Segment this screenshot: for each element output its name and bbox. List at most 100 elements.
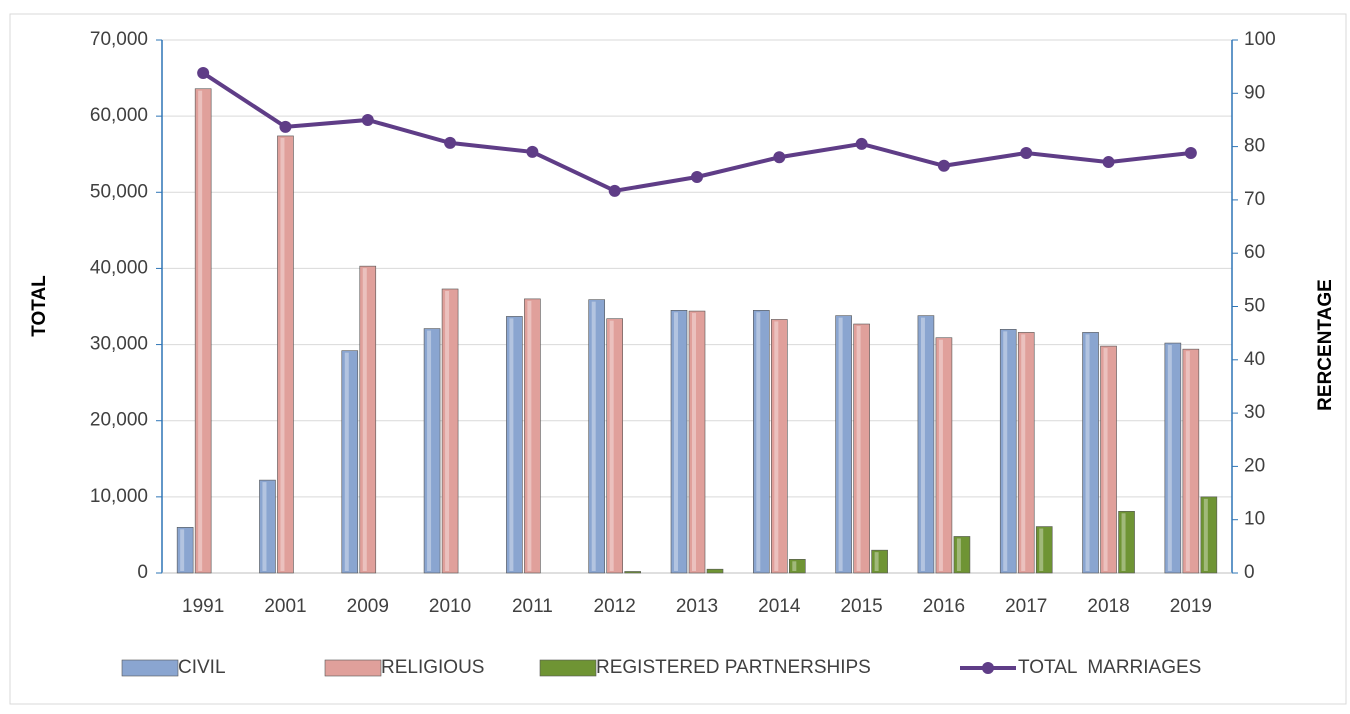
bar-highlight: [262, 482, 267, 571]
x-tick-label: 2011: [512, 596, 553, 617]
legend-swatch: [539, 659, 597, 677]
legend-marker: [982, 662, 994, 674]
line-marker: [1184, 146, 1197, 159]
y2-tick-label: 30: [1244, 402, 1265, 423]
x-tick-label: 2014: [758, 596, 801, 617]
line-marker: [1102, 156, 1115, 169]
bar: [853, 323, 870, 574]
bar-highlight: [1003, 331, 1008, 571]
bar: [524, 298, 541, 574]
y-tick-label: 20,000: [90, 410, 148, 431]
bar: [771, 319, 788, 574]
x-tick-label: 2001: [264, 596, 306, 617]
bar-highlight: [792, 561, 797, 571]
y2-tick-label: 70: [1244, 189, 1265, 210]
chart-frame: [9, 13, 1347, 705]
y2-axis-title: RERCENTAGE: [1315, 279, 1336, 411]
y2-tick-label: 60: [1244, 242, 1265, 263]
bar-highlight: [674, 312, 678, 571]
bar-highlight: [1021, 334, 1026, 571]
x-tick-label: 2012: [594, 596, 636, 617]
legend-label: REGISTERED PARTNERSHIPS: [596, 657, 871, 678]
line-marker: [197, 67, 210, 80]
x-tick-label: 2017: [1005, 596, 1047, 617]
bar: [588, 299, 605, 574]
bar-highlight: [856, 326, 861, 571]
bar-highlight: [1203, 498, 1208, 571]
bar-highlight: [1103, 348, 1108, 571]
y2-tick-label: 100: [1244, 29, 1276, 50]
bar: [1200, 496, 1218, 574]
bar-highlight: [920, 317, 925, 571]
bar: [624, 571, 641, 574]
bar-highlight: [1085, 334, 1090, 571]
bar: [359, 265, 377, 574]
bar-highlight: [1167, 345, 1172, 571]
x-tick-label: 2013: [676, 596, 718, 617]
bar-highlight: [774, 321, 779, 571]
bar: [871, 549, 888, 574]
bar-highlight: [1121, 513, 1126, 571]
bar: [789, 558, 806, 574]
bar-highlight: [591, 301, 596, 571]
bar: [953, 536, 971, 574]
y2-tick-label: 0: [1244, 562, 1255, 583]
x-tick-label: 2016: [923, 596, 965, 617]
line-marker: [1020, 146, 1033, 159]
bar-highlight: [198, 90, 203, 571]
bar: [1082, 332, 1099, 574]
line-marker: [361, 113, 374, 126]
y2-tick-label: 20: [1244, 455, 1265, 476]
bar: [753, 310, 770, 574]
bar-highlight: [527, 300, 532, 571]
y2-tick-label: 40: [1244, 349, 1265, 370]
line-marker: [773, 151, 786, 164]
x-tick-label: 2010: [429, 596, 471, 617]
y-tick-label: 40,000: [90, 257, 148, 278]
x-tick-label: 2018: [1087, 596, 1129, 617]
bar: [423, 328, 441, 574]
bar-highlight: [509, 318, 514, 571]
bar-highlight: [692, 313, 696, 571]
line-marker: [937, 159, 950, 172]
bar: [1100, 345, 1117, 574]
bar: [1164, 342, 1182, 574]
bar-highlight: [609, 320, 614, 571]
bar: [441, 288, 459, 574]
bar: [835, 315, 852, 574]
bar: [194, 88, 212, 574]
bar: [999, 329, 1017, 574]
legend-label: RELIGIOUS: [381, 657, 484, 678]
bar: [1017, 332, 1035, 574]
y2-tick-label: 90: [1244, 82, 1265, 103]
bar: [341, 350, 359, 574]
bar-highlight: [280, 137, 285, 571]
bar: [935, 337, 953, 574]
y2-tick-label: 10: [1244, 509, 1265, 530]
y-tick-label: 30,000: [90, 334, 148, 355]
y-tick-label: 60,000: [90, 105, 148, 126]
bar-highlight: [838, 317, 843, 571]
y2-tick-label: 50: [1244, 296, 1265, 317]
x-tick-label: 2019: [1170, 596, 1212, 617]
bar-highlight: [956, 538, 961, 571]
bar-highlight: [1039, 528, 1044, 571]
legend-label: CIVIL: [178, 657, 226, 678]
bar: [277, 135, 294, 574]
bar: [606, 318, 623, 574]
bar-highlight: [344, 352, 349, 571]
bar-highlight: [445, 290, 450, 571]
line-marker: [279, 120, 292, 133]
line-marker: [444, 136, 457, 149]
bar-highlight: [938, 339, 943, 571]
bar-highlight: [362, 268, 367, 571]
bar: [1118, 511, 1135, 574]
legend-swatch: [121, 659, 179, 677]
bar: [259, 479, 276, 574]
legend-swatch: [324, 659, 382, 677]
legend-label: TOTAL MARRIAGES: [1018, 657, 1201, 678]
bar-highlight: [756, 312, 761, 571]
y-axis-title: TOTAL: [29, 275, 50, 337]
bar: [1035, 526, 1053, 574]
